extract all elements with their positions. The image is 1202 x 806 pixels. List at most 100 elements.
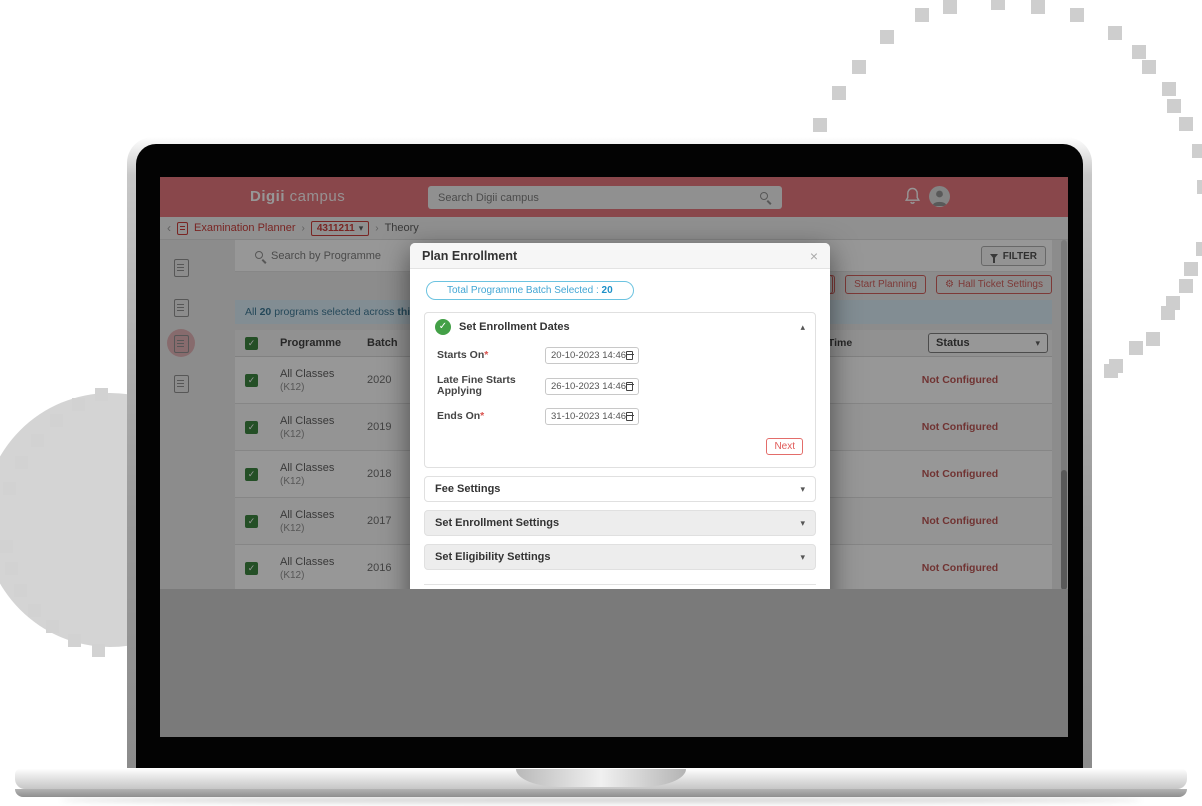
breadcrumb-examination-planner[interactable]: Examination Planner (194, 222, 296, 234)
row-status: Not Configured (921, 468, 999, 480)
late-fine-input[interactable]: 26-10-2023 14:46 (545, 377, 639, 395)
row-status: Not Configured (921, 374, 999, 386)
hall-ticket-settings-button[interactable]: ⚙ Hall Ticket Settings (935, 274, 1052, 294)
enrollment-dates-body: Starts On* 20-10-2023 14:46 Late Fine St… (425, 341, 815, 467)
hall-ticket-label: Hall Ticket Settings (957, 278, 1043, 290)
search-icon (760, 192, 768, 200)
row-checkbox[interactable]: ✓ (245, 421, 258, 434)
next-button[interactable]: Next (766, 438, 803, 455)
global-search[interactable] (428, 186, 782, 209)
field-label: Starts On* (437, 349, 489, 361)
row-programme: All Classes (K12) (280, 415, 335, 440)
pixel-dot (1167, 99, 1181, 113)
sidebar-item-exam-doc-icon[interactable] (174, 259, 189, 277)
caret-down-icon: ▾ (358, 222, 364, 233)
row-batch: 2017 (367, 515, 392, 527)
caret-down-icon: ▾ (800, 483, 805, 494)
pixel-dot (1146, 332, 1160, 346)
sidebar-item-report-icon[interactable] (174, 375, 189, 393)
sidebar-item-schedule-icon[interactable] (174, 299, 189, 317)
filter-button[interactable]: FILTER (980, 246, 1046, 266)
modal-title: Plan Enrollment (422, 248, 518, 263)
fee-settings-section[interactable]: Fee Settings ▾ (424, 476, 816, 502)
row-programme: All Classes (K12) (280, 509, 335, 534)
search-icon (255, 251, 263, 259)
pixel-dot (1161, 306, 1175, 320)
row-checkbox[interactable]: ✓ (245, 562, 258, 575)
pixel-dot (832, 86, 846, 100)
pixel-dot (50, 414, 63, 427)
banner-count: 20 (259, 306, 272, 318)
pixel-dot (95, 388, 108, 401)
row-programme: All Classes (K12) (280, 556, 335, 581)
pixel-dot (1184, 262, 1198, 276)
funnel-icon (989, 253, 998, 263)
pixel-dot (915, 8, 929, 22)
select-all-checkbox[interactable]: ✓ (245, 337, 258, 350)
eligibility-settings-section[interactable]: Set Eligibility Settings ▾ (424, 544, 816, 570)
row-status: Not Configured (921, 421, 999, 433)
row-checkbox[interactable]: ✓ (245, 468, 258, 481)
col-programme: Programme (280, 337, 342, 349)
pixel-dot (68, 634, 81, 647)
status-filter-select[interactable]: Status ▾ (928, 333, 1048, 353)
caret-down-icon: ▾ (1035, 337, 1040, 348)
starts-on-input[interactable]: 20-10-2023 14:46 (545, 347, 639, 364)
required-asterisk: * (480, 410, 485, 422)
pixel-dot (1129, 341, 1143, 355)
row-batch: 2020 (367, 374, 392, 386)
close-icon[interactable]: × (809, 247, 818, 264)
calendar-icon[interactable] (626, 412, 634, 421)
pixel-dot (92, 644, 105, 657)
banner-text: All (245, 306, 260, 318)
exam-doc-icon (177, 221, 188, 235)
row-programme: All Classes (K12) (280, 368, 335, 393)
pixel-dot (852, 60, 866, 74)
notifications-bell-icon[interactable] (904, 187, 922, 207)
form-row: Starts On* 20-10-2023 14:46 (437, 347, 803, 364)
row-status: Not Configured (921, 515, 999, 527)
col-time-fragment: /Time (825, 337, 853, 349)
enrollment-settings-section[interactable]: Set Enrollment Settings ▾ (424, 510, 816, 536)
pixel-dot (1179, 117, 1193, 131)
date-value: 26-10-2023 14:46 (551, 380, 627, 392)
pixel-dot (1070, 8, 1084, 22)
section-title: Set Eligibility Settings (435, 551, 551, 563)
gear-icon: ⚙ (944, 278, 954, 290)
start-planning-button[interactable]: Start Planning (845, 274, 926, 294)
pill-count: 20 (601, 285, 613, 296)
row-checkbox[interactable]: ✓ (245, 515, 258, 528)
chevron-icon: › (375, 222, 379, 234)
scrollbar[interactable] (1061, 240, 1067, 589)
global-search-input[interactable] (438, 186, 758, 209)
laptop-shadow (60, 797, 1142, 803)
calendar-icon[interactable] (626, 351, 634, 360)
success-check-icon: ✓ (435, 319, 451, 335)
row-status: Not Configured (921, 562, 999, 574)
enrollment-dates-header[interactable]: ✓ Set Enrollment Dates ▴ (425, 313, 815, 341)
enrollment-dates-section: ✓ Set Enrollment Dates ▴ Starts On* 20-1… (424, 312, 816, 468)
breadcrumb: ‹ Examination Planner › 4311211 ▾ › Theo… (160, 217, 1068, 240)
pixel-dot (1179, 279, 1193, 293)
pixel-dot (31, 434, 44, 447)
pixel-dot (943, 0, 957, 14)
calendar-icon[interactable] (626, 381, 634, 391)
pixel-dot (0, 540, 13, 553)
exam-id-dropdown[interactable]: 4311211 ▾ (310, 220, 370, 236)
pixel-dot (3, 482, 16, 495)
sidebar-item-planner-icon[interactable] (174, 335, 189, 353)
scrollbar-thumb[interactable] (1061, 470, 1067, 589)
pill-text: Total Programme Batch Selected : (447, 285, 602, 296)
back-chevron-icon[interactable]: ‹ (167, 221, 171, 235)
field-label: Late Fine Starts Applying (437, 374, 516, 397)
form-row: Late Fine Starts Applying 26-10-2023 14:… (437, 375, 803, 397)
caret-down-icon: ▾ (800, 551, 805, 562)
row-checkbox[interactable]: ✓ (245, 374, 258, 387)
ends-on-input[interactable]: 31-10-2023 14:46 (545, 408, 639, 425)
pixel-dot (1196, 242, 1202, 256)
pixel-dot (1104, 364, 1118, 378)
section-title: Fee Settings (435, 483, 501, 495)
pixel-dot (72, 398, 85, 411)
user-avatar[interactable] (929, 186, 950, 207)
